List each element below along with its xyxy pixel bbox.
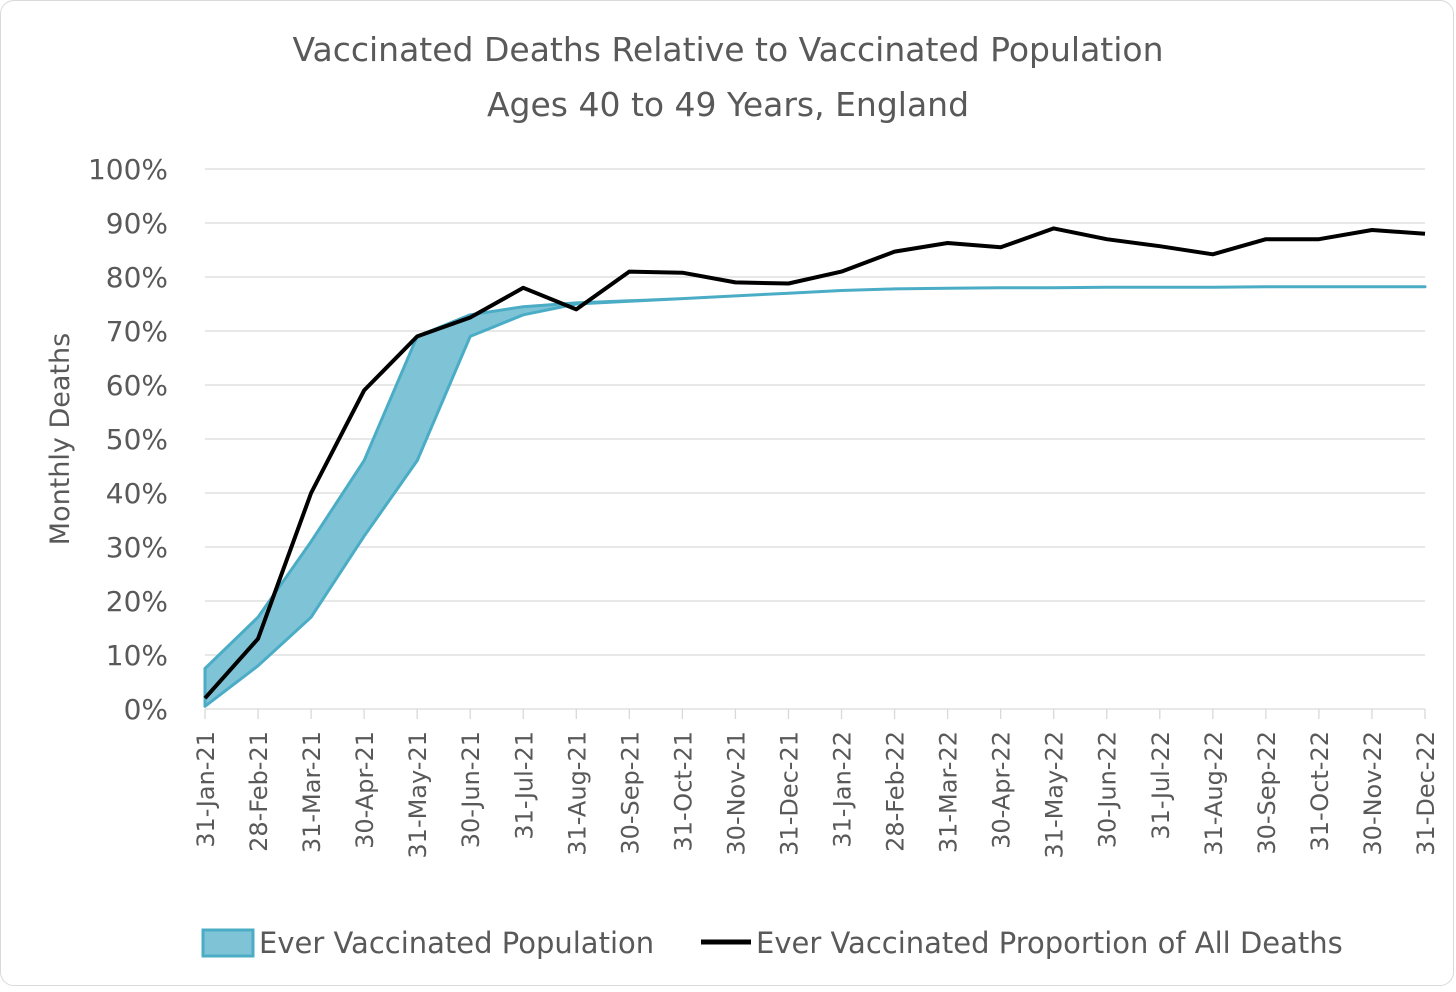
x-axis-ticks: 31-Jan-21 28-Feb-21 31-Mar-21 30-Apr-21 31-M… [192, 709, 1440, 859]
x-tick-label: 30-Nov-21 [722, 731, 750, 856]
y-axis-title: Monthly Deaths [45, 333, 76, 545]
y-tick-label: 70% [106, 315, 168, 348]
series-layer [203, 226, 1427, 708]
x-tick-label: 31-Aug-22 [1200, 731, 1228, 856]
x-tick-label: 31-Mar-22 [935, 731, 963, 853]
x-tick-label: 31-Jan-22 [829, 731, 857, 848]
x-tick-label: 28-Feb-21 [245, 731, 273, 852]
y-tick-label: 90% [106, 207, 168, 240]
x-tick-label: 31-Oct-21 [669, 731, 697, 852]
x-tick-label: 30-Nov-22 [1359, 731, 1387, 856]
legend-label-population: Ever Vaccinated Population [259, 926, 654, 960]
x-tick-label: 30-Apr-21 [351, 731, 379, 849]
x-tick-label: 30-Apr-22 [988, 731, 1016, 849]
x-tick-label: 31-Jan-21 [192, 731, 220, 848]
x-tick-label: 31-Jul-22 [1147, 731, 1175, 840]
y-tick-label: 100% [88, 153, 168, 186]
x-tick-label: 31-Mar-21 [298, 731, 326, 853]
y-tick-label: 60% [106, 369, 168, 402]
x-tick-label: 30-Sep-22 [1253, 731, 1281, 855]
x-tick-label: 31-May-21 [404, 731, 432, 859]
x-tick-label: 31-Dec-21 [775, 731, 803, 856]
x-tick-label: 30-Sep-21 [616, 731, 644, 855]
y-tick-label: 0% [124, 693, 168, 726]
x-tick-label: 28-Feb-22 [882, 731, 910, 852]
x-tick-label: 31-Oct-22 [1306, 731, 1334, 852]
y-tick-label: 50% [106, 423, 168, 456]
chart-title: Vaccinated Deaths Relative to Vaccinated… [292, 30, 1163, 69]
x-tick-label: 31-May-22 [1041, 731, 1069, 859]
x-tick-label: 31-Aug-21 [563, 731, 591, 856]
y-tick-label: 80% [106, 261, 168, 294]
y-tick-label: 40% [106, 477, 168, 510]
y-tick-label: 30% [106, 531, 168, 564]
y-tick-label: 10% [106, 639, 168, 672]
x-tick-label: 30-Jun-22 [1094, 731, 1122, 848]
y-axis-ticks: 0% 10% 20% 30% 40% 50% 60% 70% 80% 90% 100% [88, 153, 168, 726]
x-tick-label: 30-Jun-21 [457, 731, 485, 848]
series-line-deaths [203, 226, 1426, 700]
chart-subtitle: Ages 40 to 49 Years, England [487, 85, 969, 124]
x-tick-label: 31-Jul-21 [510, 731, 538, 840]
legend: Ever Vaccinated Population Ever Vaccinat… [201, 926, 1343, 960]
x-tick-label: 31-Dec-22 [1412, 731, 1440, 856]
legend-swatch-population [201, 928, 255, 958]
y-tick-label: 20% [106, 585, 168, 618]
legend-label-deaths: Ever Vaccinated Proportion of All Deaths [756, 926, 1343, 960]
series-band-population [203, 285, 1427, 708]
